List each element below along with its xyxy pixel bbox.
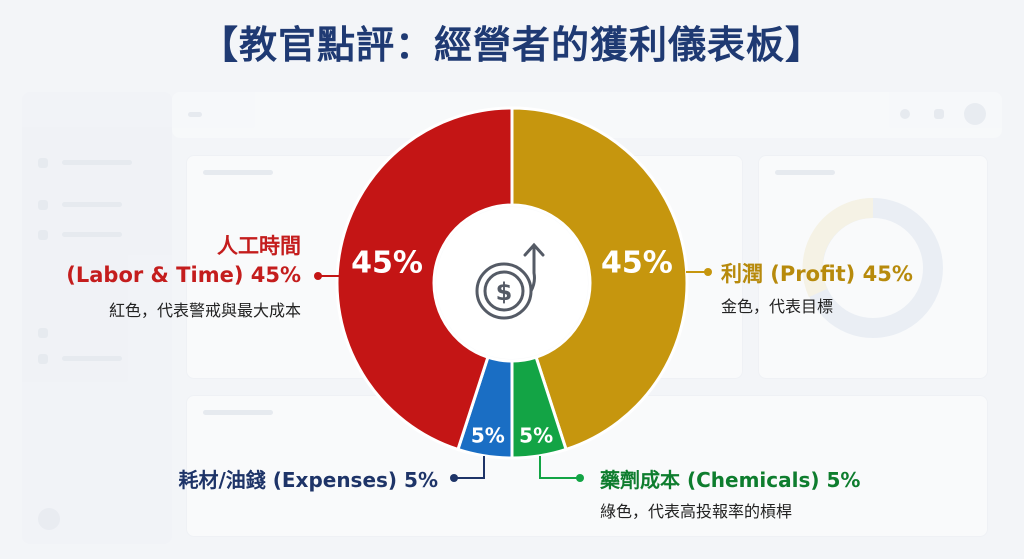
avatar (964, 103, 986, 125)
menu-icon (188, 112, 202, 117)
background-card (758, 155, 988, 379)
profit-label-value: 利潤 (Profit) 45% (721, 262, 913, 286)
background-avatar (38, 508, 60, 530)
connector-dot-profit (704, 268, 712, 276)
home-icon (38, 158, 48, 168)
bell-icon (934, 109, 944, 119)
chemicals-label-value: 藥劑成本 (Chemicals) 5% (600, 468, 861, 492)
chemicals-label-desc: 綠色，代表高投報率的槓桿 (600, 502, 793, 521)
data-label-profit: 45% (601, 246, 673, 281)
background-placeholder-line (775, 170, 835, 175)
background-placeholder-line (62, 160, 132, 165)
labor-label-value: (Labor & Time) 45% (66, 263, 301, 287)
labor-label-desc: 紅色，代表警戒與最大成本 (108, 301, 301, 320)
expenses-label-value: 耗材/油錢 (Expenses) 5% (178, 468, 438, 492)
gear-icon (38, 354, 48, 364)
card-icon (38, 230, 48, 240)
grid-icon (38, 200, 48, 210)
background-placeholder-line (62, 356, 122, 361)
connector-dot-labor (314, 272, 322, 280)
background-placeholder-line (203, 410, 273, 415)
profit-label-desc: 金色，代表目標 (721, 297, 834, 316)
data-label-chemicals: 5% (519, 424, 553, 448)
chart-title: 【教官點評：經營者的獲利儀表板】 (199, 23, 824, 67)
data-label-labor: 45% (351, 246, 423, 281)
background-sidebar (22, 92, 172, 544)
background-placeholder-line (62, 202, 122, 207)
list-icon (38, 328, 48, 338)
connector-line-expenses (454, 456, 485, 479)
donut-center (436, 207, 588, 359)
dollar-growth-arrow-icon: $ (475, 242, 545, 320)
labor-label-name: 人工時間 (217, 234, 301, 258)
help-icon (900, 109, 910, 119)
connector-line-chemicals (539, 456, 580, 479)
data-label-expenses: 5% (471, 424, 505, 448)
slice-labor (335, 106, 514, 452)
slice-profit (510, 106, 689, 452)
connector-dot-expenses (450, 474, 458, 482)
dollar-sign-icon: $ (496, 278, 513, 306)
connector-dot-chemicals (576, 474, 584, 482)
background-placeholder-line (62, 232, 122, 237)
background-ring (802, 197, 943, 338)
background-placeholder-line (203, 170, 273, 175)
